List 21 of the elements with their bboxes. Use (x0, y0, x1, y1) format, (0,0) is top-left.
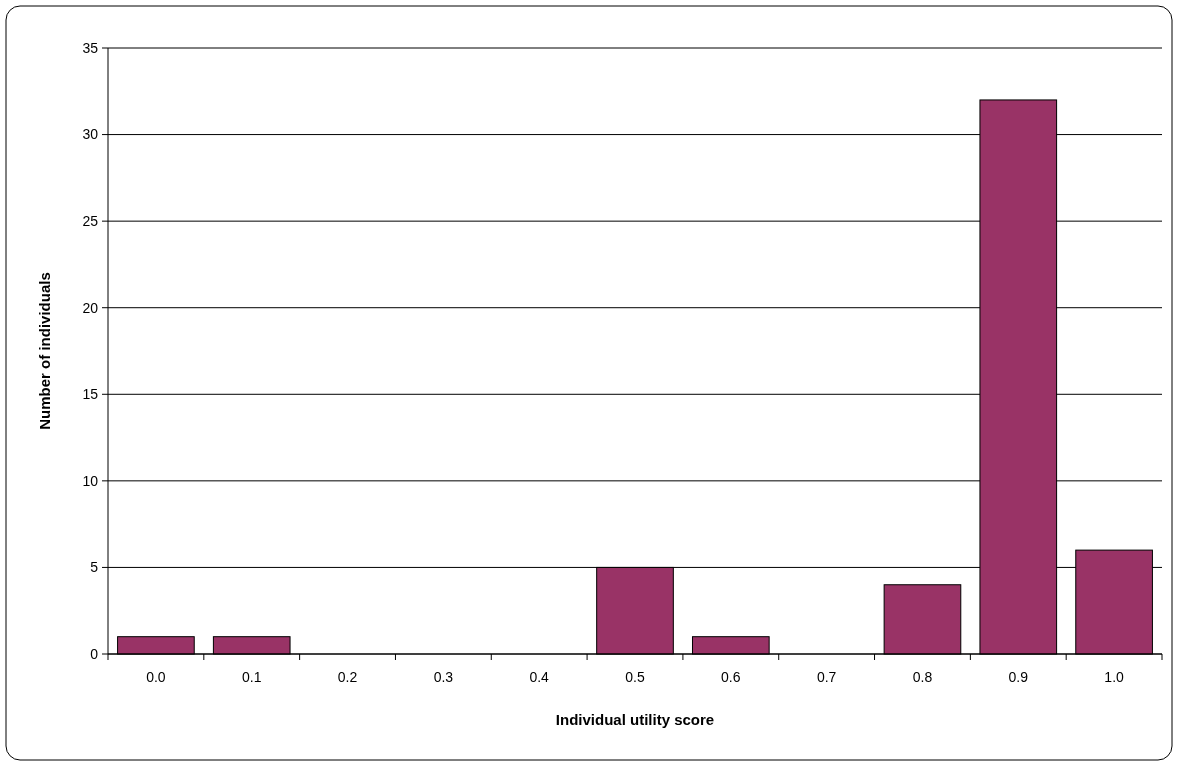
x-tick-label: 0.0 (146, 669, 166, 685)
x-tick-label: 1.0 (1104, 669, 1125, 685)
y-axis-title: Number of individuals (36, 272, 53, 430)
x-tick-label: 0.5 (625, 669, 645, 685)
x-axis-title: Individual utility score (555, 711, 715, 728)
x-tick-label: 0.9 (1008, 669, 1029, 685)
y-tick-label: 20 (82, 299, 99, 316)
x-tick-label: 0.1 (241, 669, 262, 685)
x-tick-label: 0.3 (433, 669, 454, 685)
x-tick-label: 0.7 (816, 669, 837, 685)
y-tick-label: 25 (82, 213, 99, 230)
y-tick-label: 15 (82, 386, 99, 403)
y-tick-label: 30 (82, 126, 99, 143)
y-tick-label: 35 (82, 39, 99, 56)
y-tick-label: 0 (90, 645, 99, 662)
x-tick-label: 0.2 (337, 669, 358, 685)
y-tick-label: 10 (82, 472, 99, 489)
x-tick-label: 0.4 (529, 669, 550, 685)
x-tick-label: 0.8 (912, 669, 933, 685)
y-tick-label: 5 (90, 559, 99, 576)
x-tick-label: 0.6 (721, 669, 741, 685)
